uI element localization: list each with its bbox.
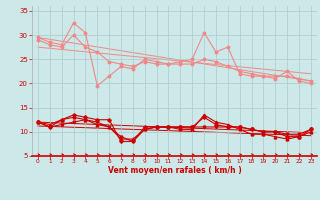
X-axis label: Vent moyen/en rafales ( km/h ): Vent moyen/en rafales ( km/h ) xyxy=(108,166,241,175)
